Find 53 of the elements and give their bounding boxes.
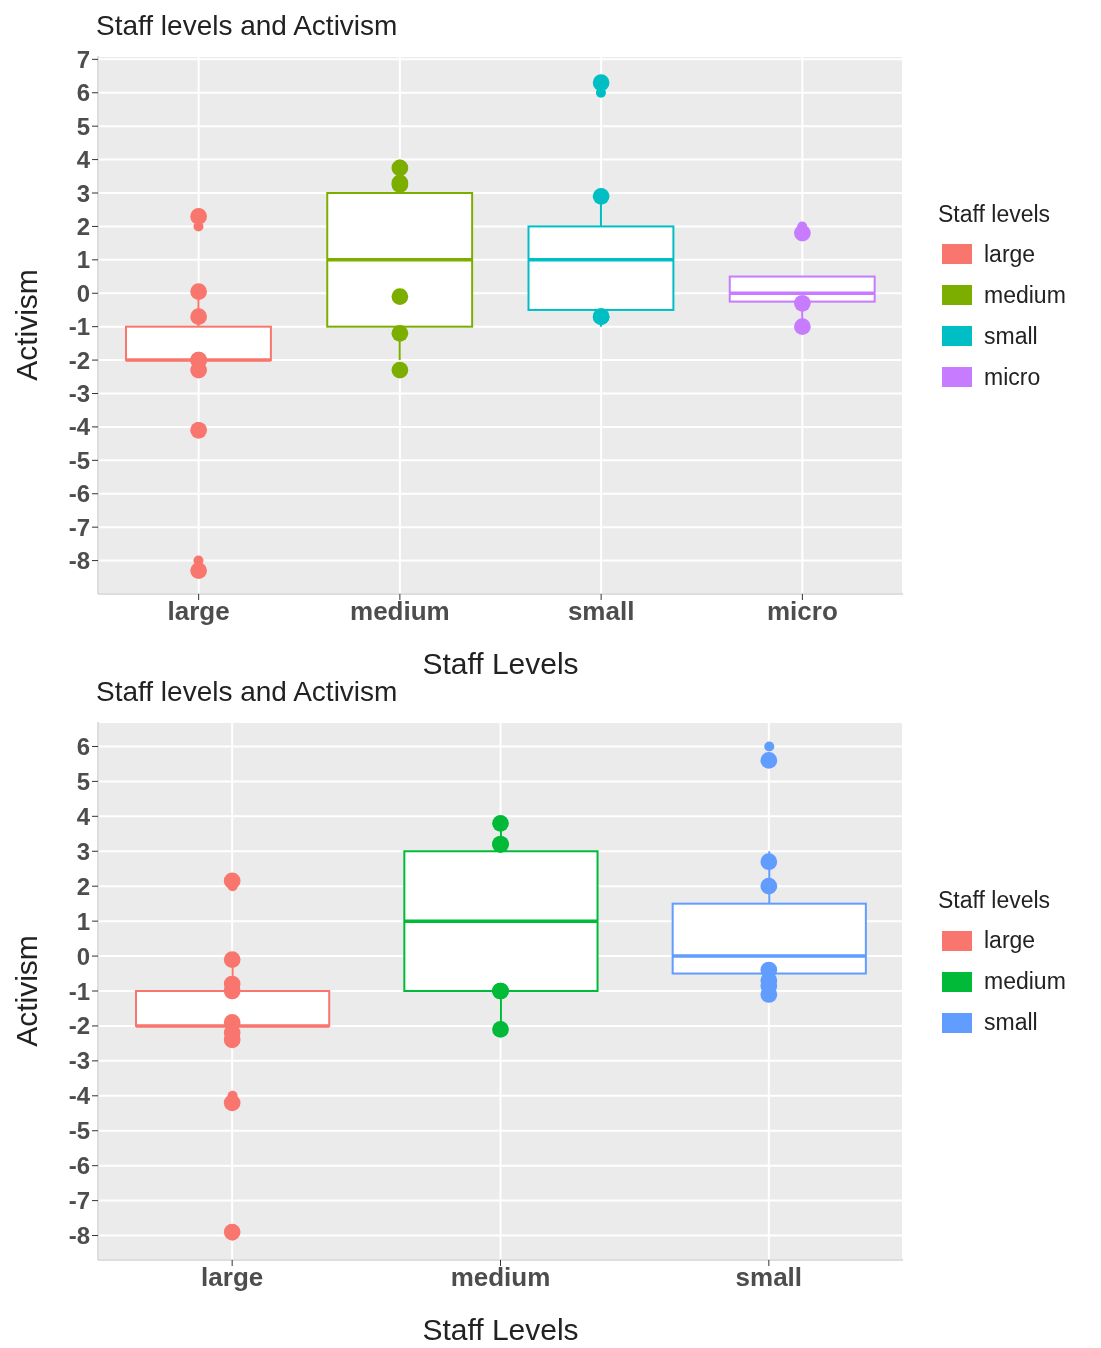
- x-tick-label: large: [167, 596, 230, 627]
- y-tick-label: -1: [68, 977, 90, 1005]
- y-tick-label: -8: [68, 547, 90, 575]
- y-tick-label: 0: [76, 942, 90, 970]
- y-tick-label: -6: [68, 1152, 90, 1180]
- legend-label: large: [984, 927, 1036, 954]
- y-tick-label: -6: [68, 480, 90, 508]
- y-tick-label: 2: [76, 872, 90, 900]
- y-tick-label: 3: [76, 837, 90, 865]
- y-tick-label: -4: [68, 413, 91, 441]
- y-tick-label: 1: [76, 907, 90, 935]
- y-tick-label: -2: [68, 346, 90, 374]
- x-axis-title: Staff Levels: [422, 647, 579, 680]
- y-tick-label: 3: [76, 179, 90, 207]
- y-tick-label: 5: [76, 767, 90, 795]
- y-tick-label: 7: [76, 45, 90, 73]
- y-tick-label: -3: [68, 380, 90, 408]
- x-axis-title: Staff Levels: [422, 1313, 579, 1346]
- legend-label: medium: [984, 281, 1066, 309]
- chart-title: Staff levels and Activism: [95, 9, 399, 43]
- y-tick-label: -5: [68, 446, 90, 474]
- y-tick-label: 0: [76, 279, 90, 307]
- y-tick-label: -1: [68, 313, 90, 341]
- x-tick-label: micro: [766, 596, 838, 627]
- chart-title: Staff levels and Activism: [96, 676, 398, 707]
- legend-label: small: [984, 322, 1038, 350]
- y-tick-label: 6: [76, 732, 90, 760]
- y-tick-label: 5: [76, 112, 90, 140]
- x-tick-label: small: [735, 1262, 803, 1293]
- y-tick-label: -7: [68, 513, 90, 541]
- y-tick-label: -4: [68, 1082, 91, 1110]
- y-axis-title: Activism: [9, 269, 43, 381]
- legend-label: small: [984, 1009, 1038, 1036]
- y-tick-label: 1: [76, 246, 90, 274]
- y-tick-label: -8: [68, 1222, 90, 1250]
- y-tick-label: -5: [68, 1117, 90, 1145]
- y-tick-label: 4: [76, 802, 91, 830]
- y-tick-label: -2: [68, 1012, 90, 1040]
- legend-title: Staff levels: [938, 200, 1052, 228]
- legend-label: large: [984, 240, 1036, 268]
- x-tick-label: medium: [450, 1262, 551, 1293]
- legend-title: Staff levels: [938, 887, 1052, 914]
- x-tick-label: medium: [350, 596, 450, 627]
- y-tick-label: 2: [76, 212, 90, 240]
- x-tick-label: large: [201, 1262, 264, 1293]
- y-tick-label: -3: [68, 1047, 90, 1075]
- y-axis-title: Activism: [9, 935, 43, 1047]
- y-tick-label: 4: [76, 146, 91, 174]
- x-tick-label: small: [567, 596, 635, 627]
- legend-label: micro: [984, 363, 1041, 391]
- legend-label: medium: [984, 968, 1066, 995]
- y-tick-label: -7: [68, 1187, 90, 1215]
- y-tick-label: 6: [76, 79, 90, 107]
